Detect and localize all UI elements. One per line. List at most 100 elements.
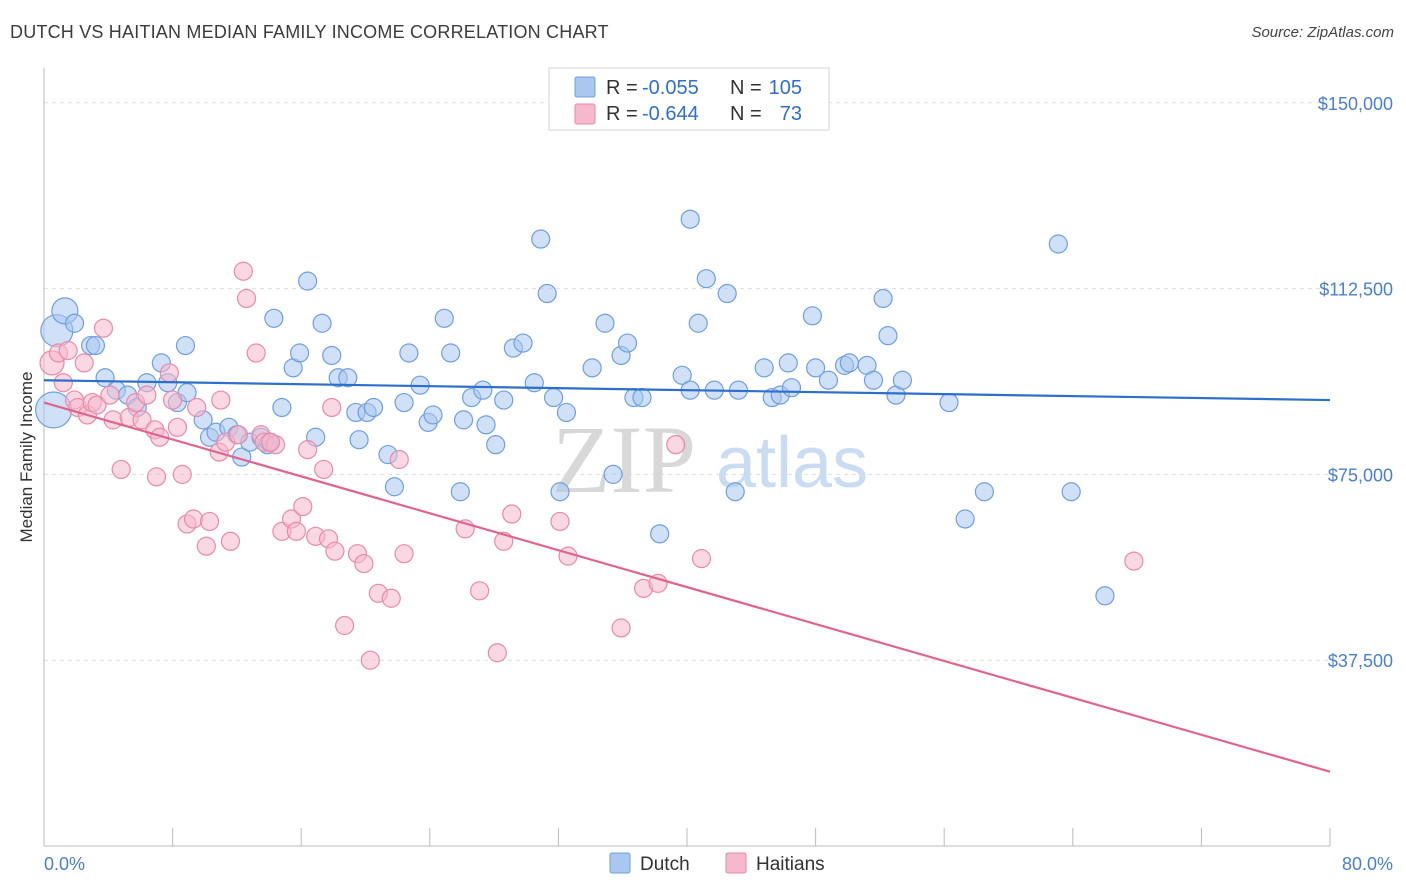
point-dutch <box>688 313 708 333</box>
point-dutch <box>338 368 358 388</box>
trend-lines <box>43 379 1331 773</box>
series-legend-swatch-dutch <box>609 852 631 874</box>
point-dutch <box>680 209 700 229</box>
point-dutch <box>595 313 615 333</box>
legend-n-value-haitians: 73 <box>780 103 802 125</box>
point-haitian <box>236 288 257 309</box>
point-dutch <box>453 410 474 430</box>
point-haitian <box>648 573 668 593</box>
point-dutch <box>672 365 692 385</box>
point-haitian <box>74 353 94 373</box>
point-dutch <box>781 378 802 398</box>
y-tick-label: $112,500 <box>1319 280 1393 300</box>
point-dutch <box>556 402 577 423</box>
point-dutch <box>537 283 557 304</box>
x-tick-label-min: 0.0% <box>44 854 85 874</box>
point-haitian <box>100 385 120 405</box>
point-haitian <box>611 618 631 638</box>
point-haitian <box>550 511 570 532</box>
point-dutch <box>754 358 774 378</box>
axes <box>43 68 1331 847</box>
point-haitian <box>163 390 183 410</box>
legend-n-label-dutch: N = <box>730 77 762 99</box>
point-haitian <box>691 549 712 569</box>
point-haitian <box>335 615 355 636</box>
point-haitian <box>220 531 241 551</box>
point-dutch <box>863 370 884 390</box>
point-dutch <box>818 370 839 390</box>
point-dutch <box>64 313 85 333</box>
point-haitian <box>211 390 231 410</box>
y-axis-label: Median Family Income <box>17 371 36 542</box>
point-dutch <box>582 358 602 378</box>
point-haitian <box>159 363 179 383</box>
point-haitian <box>183 509 204 529</box>
point-dutch <box>524 373 544 393</box>
trend-line-dutch <box>43 379 1331 402</box>
point-haitian <box>93 318 114 338</box>
point-dutch <box>486 435 506 455</box>
series-legend-label-haitians: Haitians <box>756 854 825 875</box>
point-dutch <box>264 308 284 328</box>
point-dutch <box>717 283 737 304</box>
point-dutch <box>384 477 405 497</box>
point-haitian <box>389 449 409 470</box>
point-haitian <box>132 410 152 430</box>
point-haitian <box>325 541 345 561</box>
point-dutch <box>725 482 745 502</box>
point-haitian <box>233 261 253 281</box>
point-haitian <box>196 536 216 556</box>
y-tick-labels: $37,500 $75,000 $112,500 $150,000 <box>1318 94 1393 671</box>
legend-n-label-haitians: N = <box>730 103 762 125</box>
point-dutch <box>802 306 822 326</box>
point-dutch <box>272 397 292 418</box>
point-haitian <box>167 417 188 437</box>
point-haitian <box>286 521 306 541</box>
legend-n-value-dutch: 105 <box>769 77 802 99</box>
point-dutch <box>1095 586 1115 606</box>
point-dutch <box>955 509 975 529</box>
point-dutch <box>873 288 893 309</box>
point-dutch <box>513 333 533 353</box>
point-dutch <box>434 308 454 328</box>
point-dutch <box>450 482 470 502</box>
watermark: ZIP atlas <box>552 406 868 513</box>
point-dutch <box>878 326 898 346</box>
point-haitian <box>558 546 578 566</box>
point-dutch <box>394 392 414 413</box>
legend-r-label-dutch: R = <box>606 77 638 99</box>
point-haitian <box>360 650 380 670</box>
point-dutch <box>778 353 798 373</box>
point-haitian <box>53 373 73 393</box>
point-haitian <box>381 588 401 608</box>
point-haitian <box>228 425 249 445</box>
point-haitian <box>298 440 318 460</box>
point-dutch <box>399 343 419 363</box>
point-haitian <box>146 467 167 487</box>
trend-line-haitian <box>43 401 1331 773</box>
point-dutch <box>839 353 859 373</box>
point-dutch <box>312 313 332 333</box>
point-dutch <box>632 387 652 408</box>
point-dutch <box>650 524 670 544</box>
point-dutch <box>696 269 716 289</box>
series-legend-swatch-haitians <box>725 852 747 874</box>
point-dutch <box>423 405 443 425</box>
point-haitian <box>187 397 207 418</box>
point-dutch <box>939 392 959 413</box>
point-haitian <box>502 504 522 524</box>
chart-source: Source: ZipAtlas.com <box>1251 24 1394 41</box>
legend-swatch-haitians <box>574 103 596 125</box>
point-haitian <box>470 581 490 601</box>
point-haitian <box>58 340 78 361</box>
point-dutch <box>531 229 551 249</box>
series-legend-label-dutch: Dutch <box>640 854 690 875</box>
legend-r-value-dutch: -0.055 <box>642 77 699 99</box>
point-haitian <box>354 553 374 574</box>
point-dutch <box>805 358 826 378</box>
legend-r-label-haitians: R = <box>606 103 638 125</box>
point-dutch <box>974 482 994 502</box>
legend-swatch-dutch <box>574 76 596 98</box>
chart-title: DUTCH VS HAITIAN MEDIAN FAMILY INCOME CO… <box>10 22 609 42</box>
point-dutch <box>476 415 496 435</box>
